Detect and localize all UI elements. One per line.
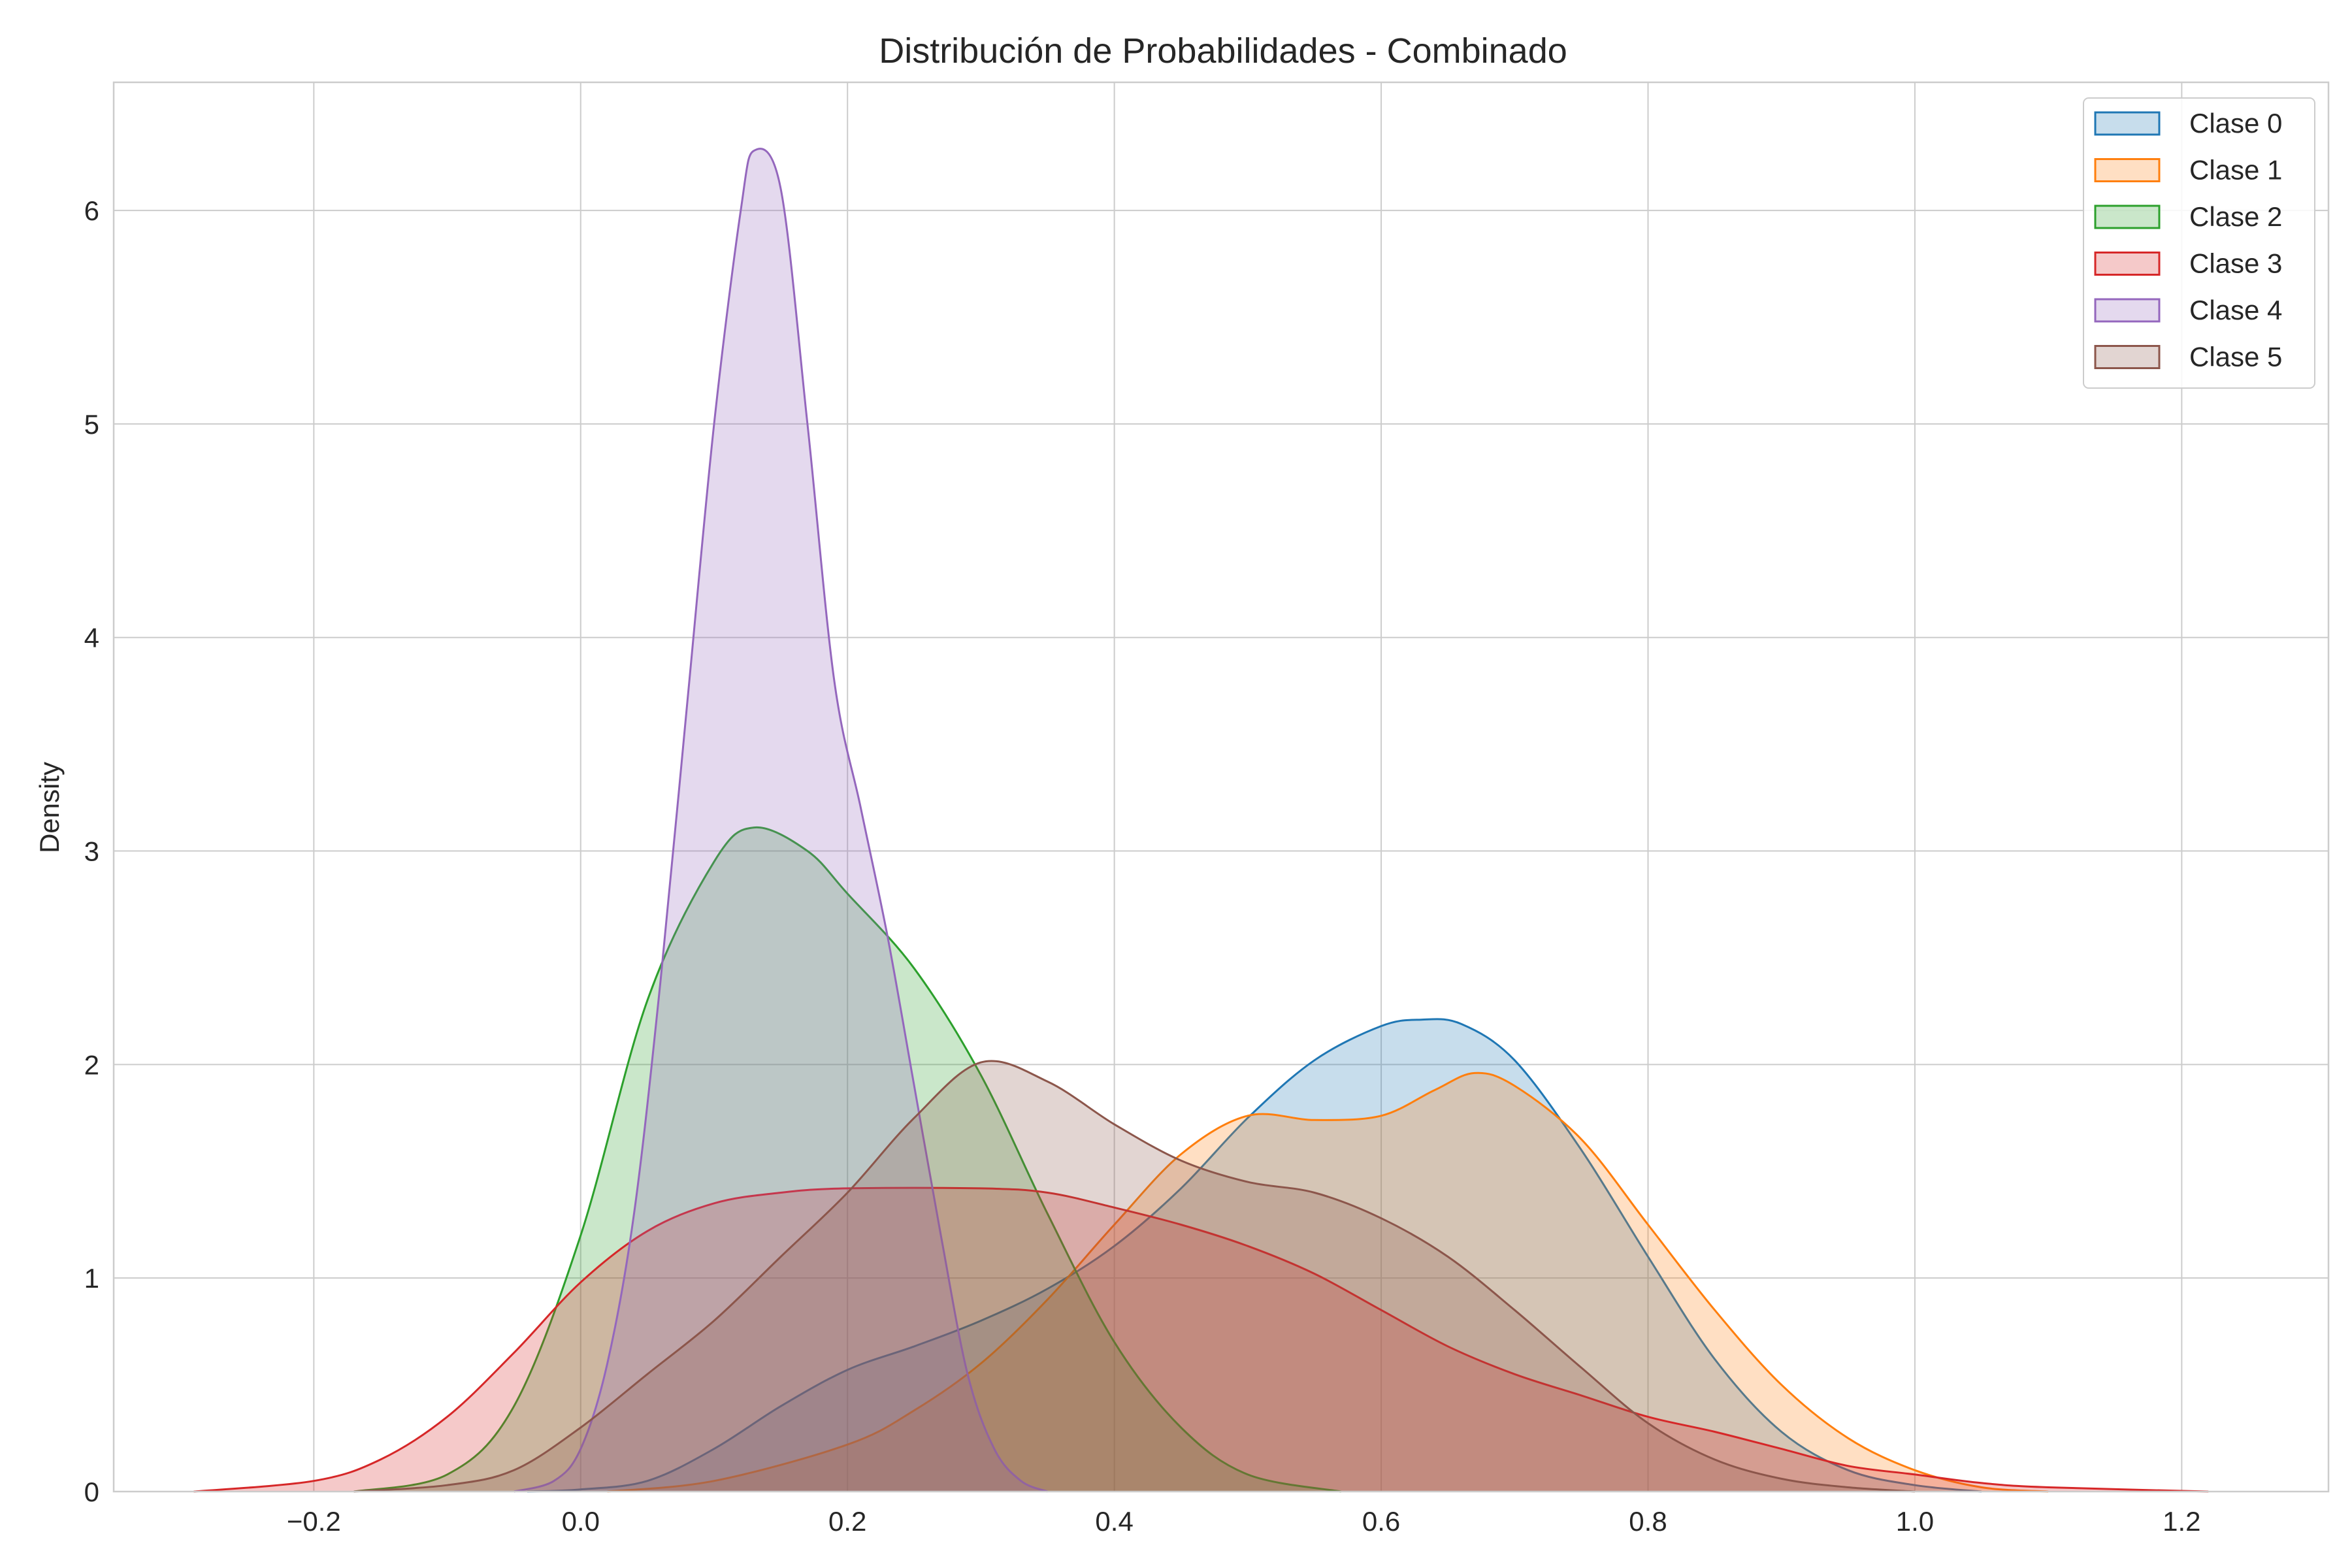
y-tick-label: 2 [84, 1049, 99, 1080]
plot-area [114, 82, 2328, 1492]
y-tick-label: 6 [84, 195, 99, 226]
density-line-clase-0 [527, 1018, 1982, 1493]
density-line-clase-2 [353, 826, 1342, 1493]
density-area-clase-0 [527, 1019, 1982, 1492]
legend-label: Clase 0 [2189, 108, 2282, 139]
axes-frame [112, 81, 2330, 1493]
legend-label: Clase 2 [2189, 201, 2282, 232]
legend-swatch [2094, 298, 2161, 323]
legend-label: Clase 3 [2189, 248, 2282, 279]
density-area-clase-2 [353, 827, 1341, 1492]
density-area-clase-5 [353, 1060, 1915, 1492]
density-area-clase-3 [193, 1188, 2209, 1492]
x-tick-label: 0.4 [1095, 1506, 1133, 1537]
legend-swatch [2094, 252, 2161, 276]
legend-swatch [2094, 158, 2161, 182]
legend-swatch [2094, 204, 2161, 229]
y-tick-label: 1 [84, 1263, 99, 1294]
density-line-clase-4 [514, 148, 1049, 1493]
legend-swatch [2094, 111, 2161, 136]
y-tick-label: 3 [84, 836, 99, 867]
density-line-clase-5 [353, 1060, 1915, 1493]
legend-label: Clase 1 [2189, 155, 2282, 186]
y-axis-ticks: 0 1 2 3 4 5 6 [84, 195, 99, 1507]
y-axis-label: Density [34, 762, 65, 853]
density-line-clase-3 [193, 1186, 2209, 1493]
x-tick-label: 0.0 [562, 1506, 600, 1537]
legend-label: Clase 5 [2189, 342, 2282, 372]
x-tick-label: 0.8 [1629, 1506, 1667, 1537]
x-axis-ticks: −0.2 0.0 0.2 0.4 0.6 0.8 1.0 1.2 [287, 1506, 2201, 1537]
legend-swatch [2094, 345, 2161, 369]
grid-lines [114, 82, 2328, 1492]
density-area-clase-1 [607, 1073, 2049, 1492]
y-tick-label: 4 [84, 623, 99, 653]
density-area-clase-4 [514, 148, 1048, 1492]
x-tick-label: 1.2 [2163, 1506, 2200, 1537]
y-tick-label: 0 [84, 1477, 99, 1507]
x-tick-label: 0.6 [1362, 1506, 1400, 1537]
y-tick-label: 5 [84, 409, 99, 440]
x-tick-label: 1.0 [1896, 1506, 1934, 1537]
chart-title: Distribución de Probabilidades - Combina… [879, 31, 1567, 71]
legend-box [2083, 97, 2315, 389]
density-line-clase-1 [607, 1071, 2049, 1493]
axes-border [112, 81, 2330, 1493]
x-tick-label: 0.2 [828, 1506, 866, 1537]
legend-label: Clase 4 [2189, 295, 2282, 325]
x-tick-label: −0.2 [287, 1506, 341, 1537]
legend: Clase 0 Clase 1 Clase 2 Clase 3 Clase 4 Clase… [2083, 97, 2315, 389]
density-areas [193, 148, 2209, 1493]
